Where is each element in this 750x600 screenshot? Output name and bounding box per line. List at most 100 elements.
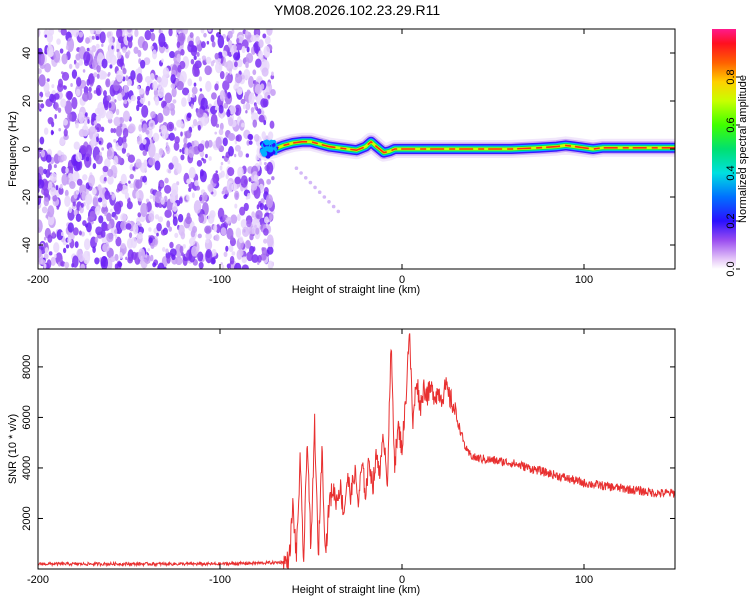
noise-blob — [60, 183, 63, 189]
noise-blob — [172, 202, 178, 213]
noise-blob — [187, 92, 191, 98]
noise-blob — [137, 231, 143, 240]
noise-blob — [100, 70, 107, 80]
noise-blob — [54, 253, 57, 259]
noise-blob — [162, 67, 170, 78]
noise-blob — [180, 48, 185, 56]
noise-blob — [169, 193, 176, 204]
y-tick-label: 20 — [21, 95, 33, 107]
noise-blob — [99, 151, 102, 156]
noise-blob — [127, 50, 131, 56]
noise-blob — [211, 92, 217, 100]
noise-blob — [53, 50, 61, 63]
noise-blob — [121, 46, 127, 53]
noise-blob — [83, 59, 89, 67]
noise-blob — [125, 75, 129, 82]
noise-blob — [253, 133, 260, 142]
colorbar-label: Normalized spectral amplitude — [737, 75, 749, 223]
noise-blob — [157, 216, 164, 223]
noise-blob — [263, 238, 268, 244]
noise-blob — [243, 68, 251, 80]
noise-blob — [151, 49, 158, 60]
faint-streak-point — [294, 166, 299, 170]
noise-blob — [62, 85, 66, 88]
noise-blob — [78, 111, 85, 124]
noise-blob — [54, 113, 57, 119]
noise-blob — [178, 32, 186, 42]
noise-blob — [248, 228, 255, 236]
noise-blob — [74, 241, 79, 248]
noise-blob — [61, 166, 67, 174]
noise-blob — [82, 92, 89, 102]
noise-blob — [80, 145, 87, 155]
noise-blob — [111, 45, 114, 50]
noise-blob — [172, 216, 178, 227]
noise-blob — [38, 51, 45, 66]
noise-blob — [206, 40, 210, 45]
noise-blob — [188, 40, 194, 48]
noise-blob — [245, 196, 249, 200]
noise-blob — [57, 83, 64, 93]
noise-blob — [103, 90, 107, 97]
noise-blob — [50, 94, 57, 104]
noise-blob — [205, 232, 212, 240]
noise-blob — [116, 29, 123, 39]
noise-blob — [136, 95, 141, 101]
colorbar-tick-label: 0.2 — [725, 213, 737, 228]
noise-blob — [258, 114, 265, 123]
noise-blob — [134, 29, 139, 38]
noise-blob — [148, 227, 152, 232]
noise-blob — [204, 225, 212, 234]
noise-blob — [228, 105, 237, 115]
noise-blob — [127, 39, 133, 49]
x-tick-label: -100 — [209, 274, 231, 286]
noise-blob — [97, 197, 103, 203]
noise-blob — [195, 36, 201, 45]
noise-blob — [191, 93, 196, 98]
noise-blob — [115, 206, 119, 212]
noise-blob — [250, 34, 257, 42]
noise-blob — [191, 86, 198, 95]
noise-blob — [86, 203, 90, 211]
noise-blob — [103, 100, 109, 111]
noise-blob — [227, 91, 232, 99]
noise-blob — [263, 45, 271, 58]
noise-blob — [136, 226, 145, 235]
noise-blob — [78, 129, 86, 138]
noise-blob — [196, 185, 201, 191]
noise-blob — [229, 70, 232, 75]
noise-blob — [171, 182, 179, 196]
noise-blob — [175, 256, 183, 266]
noise-blob — [200, 29, 205, 34]
noise-blob — [180, 131, 183, 137]
noise-blob — [94, 236, 99, 244]
noise-blob — [150, 122, 154, 127]
noise-blob — [214, 106, 218, 111]
noise-blob — [93, 72, 98, 78]
noise-blob — [69, 180, 76, 189]
noise-blob — [59, 136, 66, 146]
noise-blob — [145, 198, 150, 203]
noise-blob — [229, 255, 235, 265]
noise-blob — [257, 254, 262, 263]
noise-blob — [88, 126, 96, 135]
noise-blob — [56, 229, 64, 241]
noise-blob — [266, 234, 274, 248]
noise-blob — [198, 214, 205, 224]
noise-blob — [92, 197, 98, 208]
noise-blob — [261, 247, 268, 256]
noise-blob — [136, 136, 143, 145]
noise-blob — [204, 140, 210, 149]
noise-blob — [180, 154, 185, 161]
noise-blob — [153, 152, 160, 164]
noise-blob — [114, 253, 119, 262]
noise-blob — [136, 104, 140, 112]
noise-blob — [227, 167, 235, 177]
noise-blob — [210, 60, 215, 67]
spectrogram-ylabel: Frequency (Hz) — [7, 111, 19, 187]
noise-blob — [176, 53, 181, 63]
noise-blob — [174, 232, 179, 239]
noise-blob — [236, 88, 243, 96]
